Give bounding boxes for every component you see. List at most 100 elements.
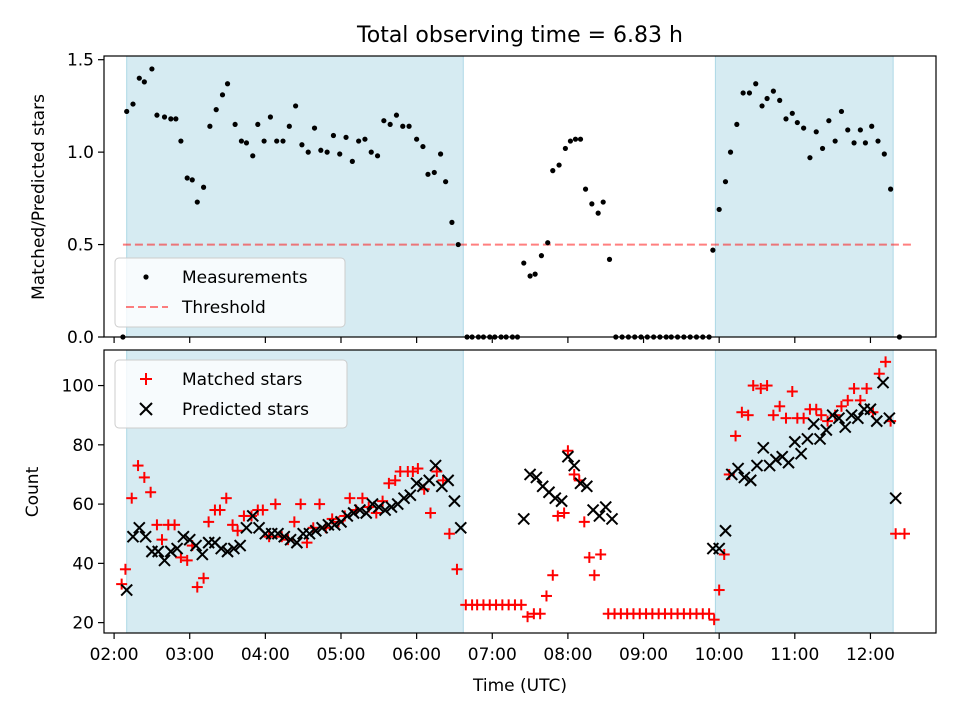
matched-star-point bbox=[898, 528, 910, 540]
measurement-point bbox=[368, 149, 374, 155]
measurement-point bbox=[770, 88, 776, 94]
measurement-point bbox=[267, 114, 273, 120]
predicted-star-point bbox=[883, 411, 896, 425]
predicted-star-point bbox=[177, 530, 190, 543]
predicted-star-point bbox=[385, 500, 398, 514]
predicted-legend-marker bbox=[139, 402, 153, 416]
measurement-point bbox=[232, 121, 238, 128]
matched-star-point bbox=[815, 409, 827, 421]
predicted-star-point bbox=[233, 539, 247, 552]
predicted-star-point bbox=[599, 500, 612, 514]
predicted-star-point bbox=[731, 462, 745, 475]
measurement-point bbox=[600, 199, 606, 205]
predicted-star-point bbox=[845, 408, 858, 422]
predicted-star-point bbox=[788, 435, 802, 449]
matched-star-point bbox=[568, 468, 580, 480]
chart-title: Total observing time = 6.83 h bbox=[356, 23, 683, 48]
predicted-star-point bbox=[246, 509, 259, 523]
measurement-point bbox=[141, 79, 147, 85]
matched-star-point bbox=[522, 611, 534, 623]
predicted-star-point bbox=[164, 545, 178, 558]
top-x-ticks bbox=[113, 337, 872, 343]
predicted-star-point bbox=[170, 542, 184, 555]
predicted-star-point bbox=[530, 471, 543, 484]
x-tick-label: 03:00 bbox=[165, 645, 214, 665]
measurement-point bbox=[149, 66, 155, 72]
measurement-point bbox=[838, 108, 845, 115]
measurement-point bbox=[154, 112, 160, 118]
measurement-point bbox=[819, 145, 826, 152]
matched-star-point bbox=[227, 519, 239, 531]
predicted-star-point bbox=[303, 527, 316, 540]
matched-star-point bbox=[301, 537, 313, 549]
measurement-point bbox=[324, 149, 330, 155]
bottom-y-tick-label: 20 bbox=[72, 614, 94, 634]
predicted-star-point bbox=[240, 521, 253, 535]
measurement-point bbox=[734, 121, 740, 128]
measurement-point bbox=[562, 145, 568, 152]
predicted-star-point bbox=[359, 506, 373, 520]
matched-star-point bbox=[588, 569, 600, 581]
matched-star-point bbox=[534, 608, 546, 620]
matched-star-point bbox=[198, 572, 210, 584]
measurement-point bbox=[727, 149, 734, 155]
measurement-point bbox=[857, 127, 863, 133]
measurement-point bbox=[869, 123, 875, 129]
top-observing-band-1 bbox=[714, 55, 894, 338]
predicted-star-point bbox=[523, 468, 537, 481]
predicted-star-point bbox=[120, 583, 133, 597]
predicted-star-point bbox=[839, 420, 852, 434]
predicted-star-point bbox=[278, 530, 291, 543]
predicted-star-point bbox=[555, 494, 568, 508]
matched-star-point bbox=[314, 498, 326, 510]
measurement-point bbox=[881, 151, 887, 157]
measurement-point bbox=[556, 162, 562, 168]
measurement-point bbox=[311, 125, 318, 131]
predicted-star-point bbox=[605, 512, 619, 526]
measurement-point bbox=[224, 81, 231, 87]
matched-star-point bbox=[547, 569, 559, 581]
matched-star-point bbox=[848, 383, 860, 395]
predicted-star-point bbox=[196, 548, 209, 561]
measurement-point bbox=[124, 108, 130, 115]
matched-star-point bbox=[383, 477, 395, 489]
x-tick-label: 11:00 bbox=[770, 645, 819, 665]
matched-star-point bbox=[854, 394, 866, 406]
measurement-point bbox=[362, 136, 368, 142]
matched-star-point bbox=[742, 409, 754, 421]
ratio-panel: 0.0 0.5 1.0 1.5 Matched/Predicted stars Mea… bbox=[29, 51, 937, 348]
bottom-y-tick-label: 80 bbox=[72, 436, 94, 456]
measurement-point bbox=[875, 138, 881, 144]
predicted-star-point bbox=[404, 488, 417, 502]
matched-star-point bbox=[755, 383, 767, 395]
predicted-star-point bbox=[738, 471, 751, 484]
measurement-point bbox=[286, 123, 292, 129]
matched-legend-marker bbox=[140, 373, 152, 385]
matched-star-point bbox=[798, 412, 810, 424]
predicted-star-point bbox=[580, 480, 594, 493]
measurement-point bbox=[200, 184, 207, 190]
measurement-point bbox=[582, 186, 589, 192]
measurement-point bbox=[443, 179, 449, 185]
x-tick-label: 04:00 bbox=[241, 645, 290, 665]
measurement-point bbox=[173, 116, 179, 122]
matched-star-point bbox=[232, 525, 244, 537]
top-y-tick-label: 1.0 bbox=[67, 143, 94, 163]
matched-star-point bbox=[552, 510, 564, 522]
predicted-star-point bbox=[807, 417, 820, 431]
measurement-point bbox=[178, 138, 184, 144]
predicted-star-point bbox=[448, 494, 461, 508]
measurement-point bbox=[595, 210, 601, 216]
x-tick-label: 09:00 bbox=[619, 645, 668, 665]
matched-star-point bbox=[730, 430, 742, 442]
top-y-tick-label: 0.0 bbox=[67, 328, 94, 348]
matched-star-point bbox=[861, 383, 873, 395]
x-axis-label: Time (UTC) bbox=[472, 676, 567, 696]
predicted-star-point bbox=[151, 545, 165, 558]
x-tick-label: 06:00 bbox=[392, 645, 441, 665]
matched-star-point bbox=[786, 385, 798, 397]
matched-star-point bbox=[145, 486, 157, 498]
predicted-star-point bbox=[574, 477, 587, 490]
matched-star-point bbox=[151, 519, 163, 531]
matched-star-point bbox=[169, 519, 181, 531]
